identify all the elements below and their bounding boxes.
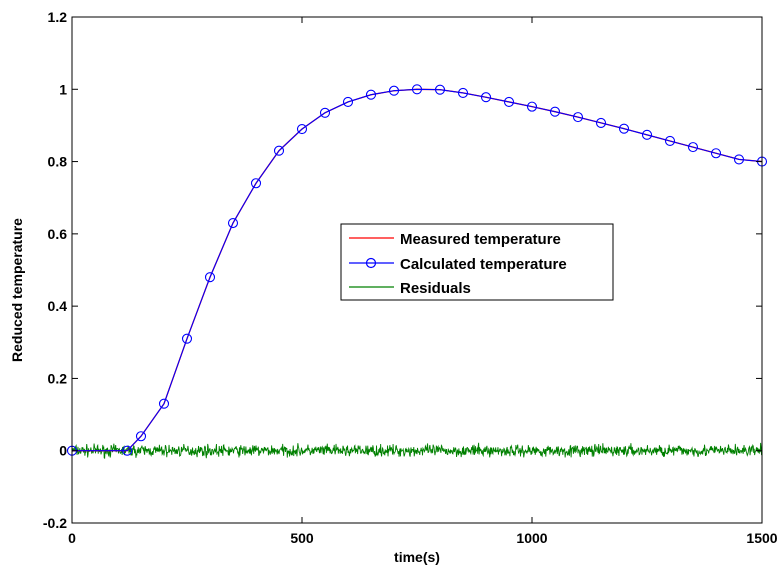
y-tick-label: -0.2	[43, 515, 67, 531]
x-tick-label: 500	[290, 530, 314, 546]
y-tick-label: 0	[59, 443, 67, 459]
legend-label-residuals: Residuals	[400, 280, 471, 297]
legend: Measured temperature Calculated temperat…	[341, 224, 613, 300]
y-tick-label: 0.8	[48, 154, 68, 170]
x-axis-label: time(s)	[394, 549, 440, 565]
x-tick-label: 1000	[516, 530, 547, 546]
y-tick-label: 0.6	[48, 226, 68, 242]
y-tick-label: 1	[59, 81, 67, 97]
legend-label-calculated: Calculated temperature	[400, 256, 567, 273]
y-axis-label: Reduced temperature	[9, 218, 25, 362]
y-tick-label: 0.4	[48, 298, 68, 314]
legend-label-measured: Measured temperature	[400, 231, 561, 248]
y-tick-label: 1.2	[48, 9, 68, 25]
y-tick-label: 0.2	[48, 370, 68, 386]
x-tick-label: 0	[68, 530, 76, 546]
x-tick-label: 1500	[746, 530, 777, 546]
